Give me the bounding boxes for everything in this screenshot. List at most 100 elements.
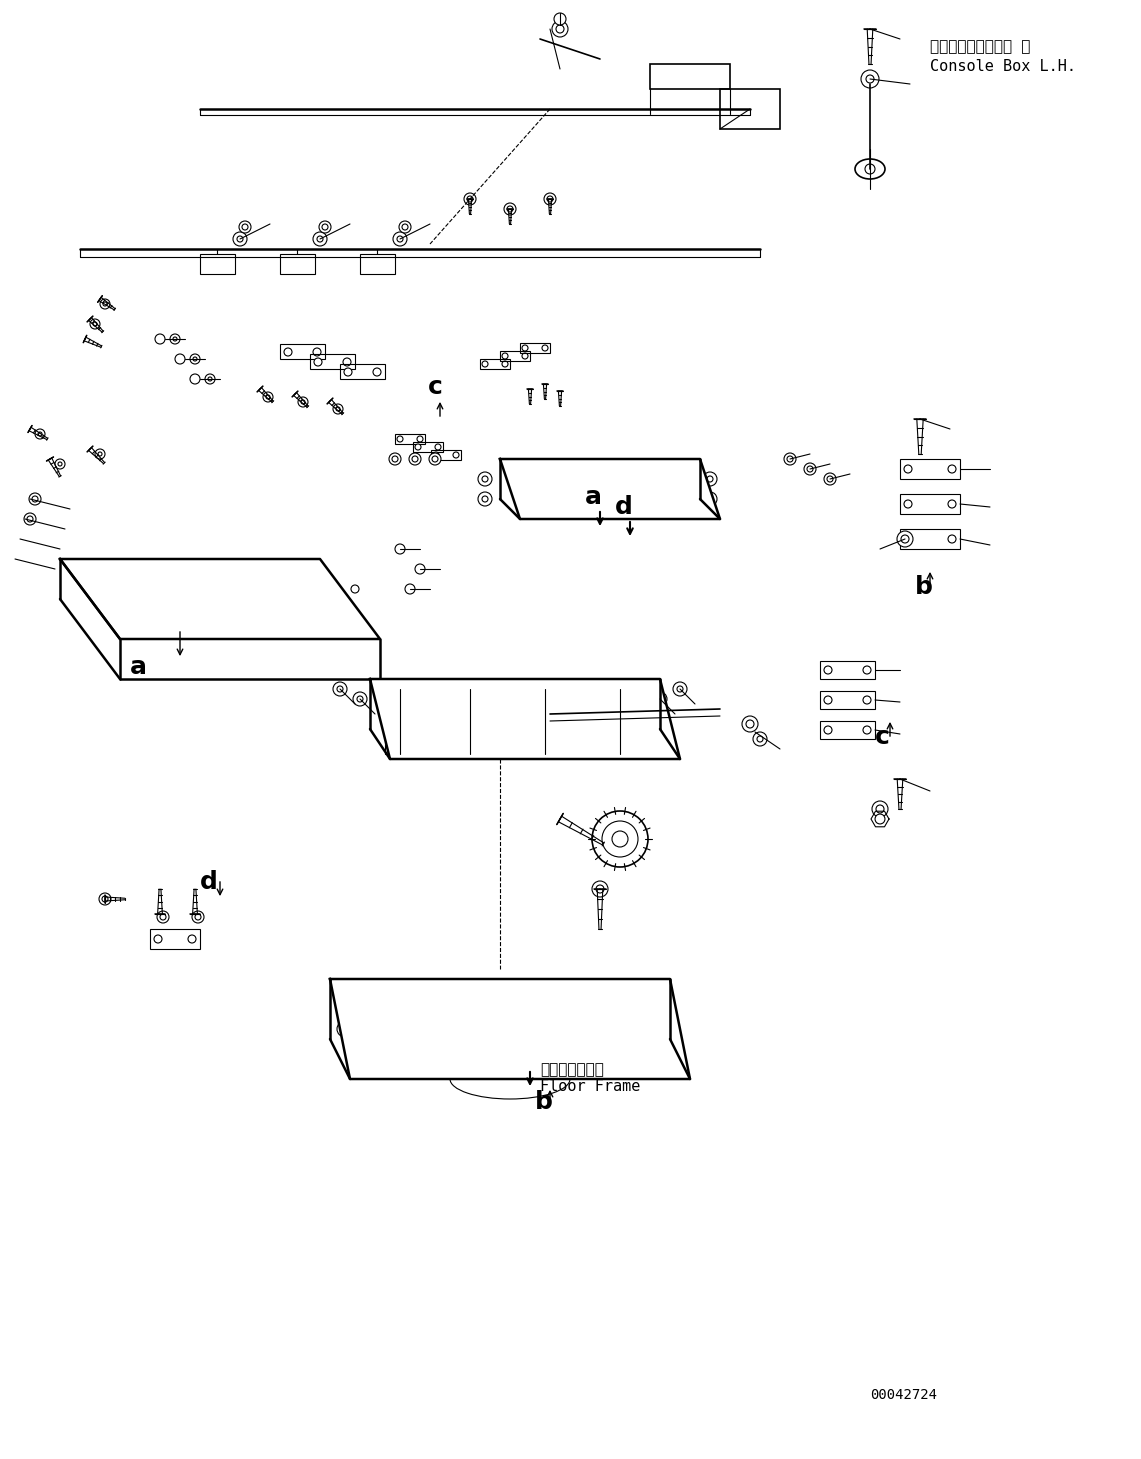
Bar [361, 999, 640, 1069]
Circle shape [262, 392, 273, 403]
Circle shape [397, 236, 403, 242]
Bar [520, 468, 680, 514]
Circle shape [904, 500, 912, 508]
Circle shape [32, 496, 38, 502]
Circle shape [402, 225, 408, 231]
Circle shape [58, 463, 62, 465]
Circle shape [432, 452, 439, 458]
Circle shape [827, 476, 833, 481]
Bar [149, 929, 200, 948]
Ellipse shape [855, 159, 885, 179]
Circle shape [27, 516, 33, 522]
Circle shape [592, 811, 648, 867]
Circle shape [467, 196, 474, 201]
Circle shape [478, 492, 492, 506]
Circle shape [673, 681, 687, 696]
Circle shape [313, 349, 321, 356]
Circle shape [397, 436, 403, 442]
Circle shape [502, 353, 508, 359]
Circle shape [703, 492, 717, 506]
Bar [280, 254, 315, 274]
Circle shape [103, 302, 107, 306]
Circle shape [804, 463, 816, 476]
Circle shape [784, 452, 796, 465]
Polygon shape [60, 559, 380, 639]
Circle shape [55, 460, 65, 468]
Bar [395, 433, 424, 444]
Circle shape [38, 432, 42, 436]
Circle shape [824, 727, 832, 734]
Circle shape [29, 493, 41, 505]
Circle shape [216, 585, 224, 592]
Circle shape [238, 220, 251, 233]
Bar [250, 584, 310, 614]
Circle shape [787, 457, 793, 463]
Polygon shape [500, 460, 720, 519]
Circle shape [373, 368, 381, 376]
Circle shape [547, 196, 553, 201]
Circle shape [464, 193, 476, 206]
Circle shape [897, 531, 913, 547]
Text: a: a [585, 484, 602, 509]
Bar [500, 352, 531, 360]
Bar [431, 449, 461, 460]
Circle shape [195, 913, 201, 921]
Circle shape [266, 395, 270, 398]
Circle shape [155, 334, 165, 344]
Circle shape [824, 665, 832, 674]
Circle shape [657, 696, 663, 702]
Circle shape [191, 374, 200, 384]
Circle shape [863, 696, 871, 705]
Text: フロアフレーム: フロアフレーム [540, 1062, 604, 1077]
Text: コンソールボックス 左: コンソールボックス 左 [930, 39, 1030, 54]
Circle shape [233, 232, 246, 247]
Circle shape [647, 1021, 663, 1037]
Circle shape [337, 1021, 353, 1037]
Circle shape [904, 535, 912, 543]
Circle shape [863, 727, 871, 734]
Circle shape [504, 203, 516, 214]
Circle shape [703, 473, 717, 486]
Circle shape [94, 322, 97, 325]
Circle shape [395, 544, 405, 554]
Circle shape [753, 732, 767, 746]
Bar [340, 363, 385, 379]
Circle shape [314, 357, 322, 366]
Circle shape [175, 355, 185, 363]
Circle shape [99, 893, 111, 905]
Circle shape [188, 935, 196, 943]
Bar [820, 721, 875, 740]
Circle shape [102, 896, 108, 902]
Circle shape [524, 1061, 536, 1072]
Circle shape [171, 585, 179, 592]
Circle shape [482, 496, 488, 502]
Bar [560, 474, 640, 509]
Circle shape [544, 193, 556, 206]
Bar [310, 355, 355, 369]
Circle shape [205, 374, 215, 384]
Text: c: c [428, 375, 443, 398]
Bar [362, 1059, 378, 1075]
Text: b: b [915, 575, 933, 600]
Circle shape [824, 696, 832, 705]
Circle shape [552, 20, 568, 36]
Polygon shape [330, 979, 690, 1080]
Bar [435, 699, 575, 747]
Polygon shape [370, 678, 680, 759]
Circle shape [24, 514, 37, 525]
Circle shape [677, 686, 683, 692]
Circle shape [863, 665, 871, 674]
Circle shape [948, 500, 956, 508]
Circle shape [948, 465, 956, 473]
Circle shape [645, 713, 655, 724]
Bar [130, 579, 230, 619]
Circle shape [399, 220, 411, 233]
Circle shape [90, 320, 100, 328]
Text: d: d [200, 870, 218, 894]
Bar [170, 589, 210, 608]
Circle shape [343, 357, 351, 366]
Circle shape [412, 457, 418, 463]
Circle shape [861, 70, 879, 88]
Circle shape [405, 584, 415, 594]
Bar [390, 1014, 510, 1064]
